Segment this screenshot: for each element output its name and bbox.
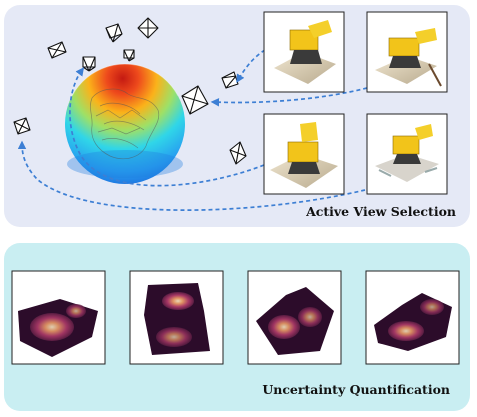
arrow [210, 87, 368, 107]
camera-icons [13, 17, 247, 165]
arrow [17, 140, 366, 211]
heatmap-thumbnail [365, 270, 460, 365]
camera-icon [123, 49, 135, 62]
heatmap-thumbnail [129, 270, 224, 365]
thumbnail [263, 113, 345, 195]
active-view-selection-caption: Active View Selection [306, 204, 456, 219]
camera-icon [221, 71, 239, 89]
point-cloud [90, 88, 160, 160]
candidate-view-thumbnails [263, 11, 448, 195]
camera-icon [229, 141, 247, 165]
heatmap-thumbnail [11, 270, 106, 365]
heatmap-thumbnail [247, 270, 342, 365]
camera-icon [181, 85, 209, 115]
camera-icon [105, 23, 123, 43]
camera-icon [13, 117, 31, 135]
camera-icon [47, 41, 67, 59]
camera-icon [82, 56, 96, 72]
selection-arrows [17, 49, 368, 211]
thumbnail [366, 11, 448, 93]
thumbnail [366, 113, 448, 195]
camera-icon [137, 17, 159, 39]
arrow [69, 67, 265, 187]
uncertainty-sphere [65, 63, 185, 184]
uncertainty-heatmaps [11, 270, 460, 365]
uncertainty-quantification-caption: Uncertainty Quantification [262, 382, 450, 397]
thumbnail [263, 11, 345, 93]
arrow [236, 49, 266, 83]
